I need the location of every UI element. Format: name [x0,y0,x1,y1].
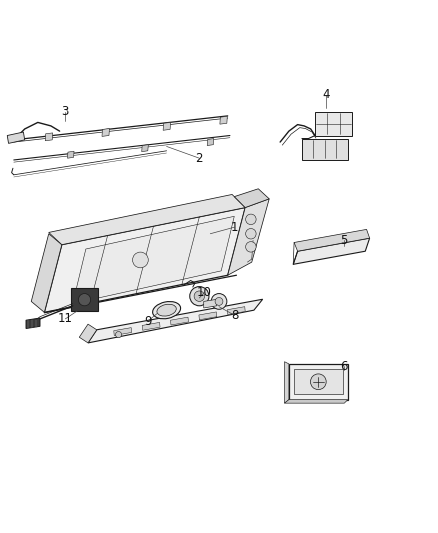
Ellipse shape [157,304,176,316]
Polygon shape [294,369,343,394]
Text: 3: 3 [62,105,69,118]
Polygon shape [31,234,62,312]
Polygon shape [49,195,245,245]
Polygon shape [285,362,289,403]
Circle shape [215,297,223,305]
Polygon shape [88,299,263,343]
Polygon shape [142,322,160,330]
Text: 6: 6 [341,360,348,373]
Polygon shape [102,128,110,136]
Polygon shape [73,216,234,304]
Text: 8: 8 [231,309,238,322]
Polygon shape [302,139,348,159]
Polygon shape [234,189,269,207]
Polygon shape [45,133,53,141]
Circle shape [133,252,148,268]
Circle shape [311,374,326,390]
Polygon shape [289,364,348,400]
Polygon shape [285,400,348,403]
Polygon shape [142,144,148,152]
Text: 4: 4 [322,88,330,101]
Polygon shape [114,328,132,335]
Circle shape [78,294,91,306]
Polygon shape [26,318,40,328]
Polygon shape [204,299,217,308]
Circle shape [116,332,122,338]
Polygon shape [293,238,370,264]
Circle shape [194,291,205,302]
Polygon shape [228,199,269,275]
Circle shape [246,229,256,239]
Text: 2: 2 [196,152,203,165]
Text: 10: 10 [197,286,212,299]
Polygon shape [170,317,188,325]
Circle shape [190,287,209,306]
Text: 5: 5 [341,234,348,247]
Polygon shape [163,123,170,130]
Polygon shape [67,151,74,158]
Polygon shape [44,207,245,312]
Ellipse shape [152,302,180,319]
Polygon shape [227,306,245,314]
Circle shape [211,294,227,309]
Text: 1: 1 [230,221,238,233]
Text: 11: 11 [58,312,73,325]
Polygon shape [7,132,25,143]
Polygon shape [79,324,97,343]
Polygon shape [315,111,352,135]
Polygon shape [199,312,217,320]
Text: 9: 9 [144,314,152,328]
Circle shape [246,241,256,252]
Polygon shape [207,139,214,146]
FancyBboxPatch shape [71,288,98,311]
Circle shape [246,214,256,224]
Polygon shape [294,229,370,251]
Polygon shape [220,116,227,124]
